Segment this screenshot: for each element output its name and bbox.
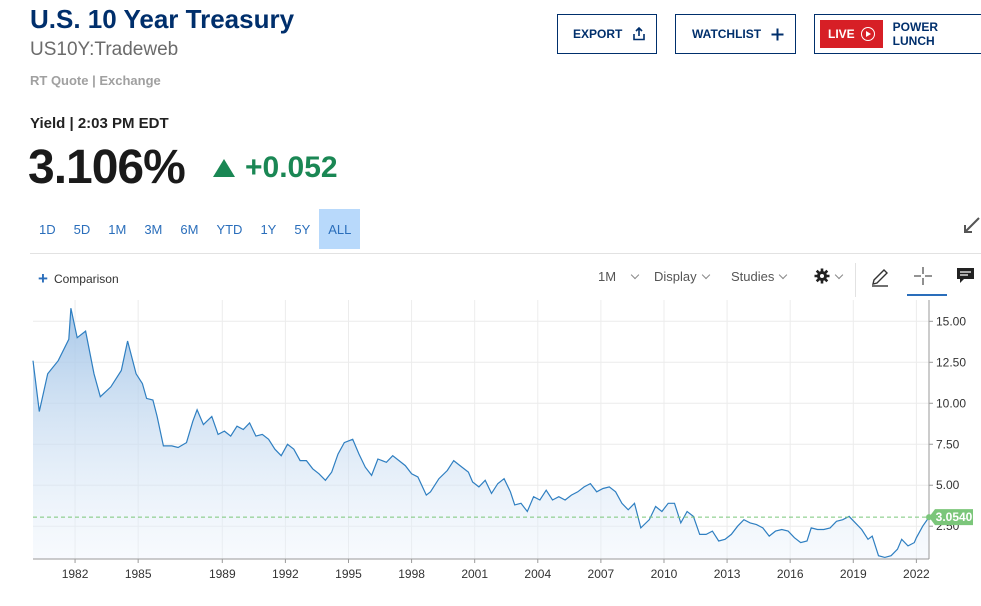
plus-icon <box>771 28 784 40</box>
gear-icon <box>814 268 830 284</box>
page-title: U.S. 10 Year Treasury <box>30 4 295 34</box>
range-tab-5d[interactable]: 5D <box>73 221 91 237</box>
x-tick-label: 2022 <box>903 567 930 581</box>
share-icon <box>633 27 646 41</box>
yield-area <box>33 308 929 559</box>
toolbar-divider <box>855 263 856 297</box>
symbol-label: US10Y:Tradeweb <box>30 39 179 60</box>
y-tick-label: 5.00 <box>936 478 960 492</box>
quote-source: RT Quote | Exchange <box>30 73 161 88</box>
display-select[interactable]: Display <box>654 269 710 284</box>
live-label: LIVE <box>828 27 855 41</box>
play-icon <box>860 27 875 41</box>
interval-label: 1M <box>598 269 617 284</box>
x-tick-label: 1992 <box>272 567 299 581</box>
last-price: 3.106% <box>28 141 186 194</box>
x-tick-label: 2016 <box>777 567 804 581</box>
last-value-badge <box>929 509 973 526</box>
watchlist-label: WATCHLIST <box>692 27 762 41</box>
display-label: Display <box>654 269 697 284</box>
x-tick-label: 1985 <box>125 567 152 581</box>
studies-label: Studies <box>731 269 775 284</box>
x-tick-label: 2001 <box>461 567 488 581</box>
x-tick-label: 1989 <box>209 567 236 581</box>
comment-icon[interactable] <box>956 267 975 284</box>
plus-icon: + <box>38 269 48 288</box>
interval-select[interactable]: 1M <box>598 269 640 284</box>
price-change: +0.052 <box>213 151 338 185</box>
x-tick-label: 2019 <box>840 567 867 581</box>
studies-select[interactable]: Studies <box>731 269 788 284</box>
expand-icon[interactable] <box>962 215 981 235</box>
x-tick-label: 2013 <box>714 567 741 581</box>
chart-panel <box>30 253 981 606</box>
range-tab-6m[interactable]: 6M <box>180 221 199 237</box>
y-tick-label: 7.50 <box>936 437 960 451</box>
up-arrow-icon <box>213 159 235 177</box>
range-tab-1m[interactable]: 1M <box>108 221 127 237</box>
range-tab-3m[interactable]: 3M <box>144 221 163 237</box>
x-tick-label: 1998 <box>398 567 425 581</box>
x-tick-label: 1982 <box>62 567 89 581</box>
pencil-icon[interactable] <box>870 267 890 287</box>
range-tabs: 1D 5D 1M 3M 6M YTD 1Y 5Y ALL <box>30 209 361 249</box>
live-power-lunch-button[interactable]: LIVE POWER LUNCH <box>814 14 981 54</box>
range-tab-ytd[interactable]: YTD <box>216 221 243 237</box>
range-tab-5y[interactable]: 5Y <box>294 221 311 237</box>
comparison-button[interactable]: + Comparison <box>38 269 119 288</box>
settings-select[interactable] <box>814 268 844 284</box>
watchlist-button[interactable]: WATCHLIST <box>675 14 796 54</box>
x-tick-label: 1995 <box>335 567 362 581</box>
y-tick-label: 10.00 <box>936 396 966 410</box>
x-tick-label: 2004 <box>524 567 551 581</box>
x-tick-label: 2007 <box>588 567 615 581</box>
x-tick-label: 2010 <box>651 567 678 581</box>
price-change-value: +0.052 <box>245 151 338 184</box>
last-value-label: 3.0540 <box>936 510 973 524</box>
crosshair-active-indicator <box>907 294 947 296</box>
yield-line <box>32 308 930 559</box>
crosshair-icon[interactable] <box>913 266 933 286</box>
comparison-label: Comparison <box>53 272 119 286</box>
y-tick-label: 15.00 <box>936 314 966 328</box>
power-lunch-label: POWER LUNCH <box>892 20 939 48</box>
range-tab-1y[interactable]: 1Y <box>260 221 277 237</box>
yield-timestamp: Yield | 2:03 PM EDT <box>30 115 169 132</box>
range-tab-1d[interactable]: 1D <box>39 221 56 237</box>
range-tab-all[interactable]: ALL <box>319 209 361 249</box>
y-tick-label: 12.50 <box>936 355 966 369</box>
export-button[interactable]: EXPORT <box>557 14 657 54</box>
live-badge: LIVE <box>820 20 883 48</box>
export-label: EXPORT <box>573 27 623 41</box>
